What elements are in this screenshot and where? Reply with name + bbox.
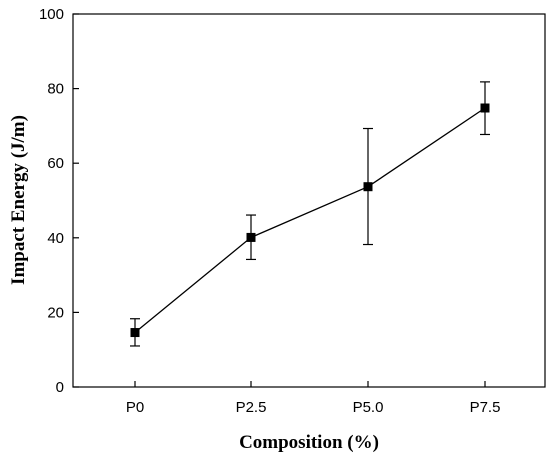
data-point [246,232,256,242]
x-axis-title: Composition (%) [239,432,379,453]
x-axis: P0 P2.5 P5.0 P7.5 [126,381,501,416]
series-line [134,107,486,334]
x-tick-label: P2.5 [236,399,267,416]
x-tick-label: P0 [126,399,144,416]
plot-frame [72,13,546,388]
y-tick-label: 100 [39,6,64,23]
data-point [363,182,373,192]
y-tick-label: 40 [47,230,64,247]
data-point [130,328,140,338]
y-axis-title: Impact Energy (J/m) [8,115,29,285]
data-series [130,81,490,347]
x-tick-label: P7.5 [470,399,501,416]
y-tick-label: 60 [47,155,64,172]
y-tick-label: 80 [47,81,64,98]
x-tick-label: P5.0 [353,399,384,416]
data-point [480,103,490,113]
y-tick-label: 20 [47,304,64,321]
y-tick-label: 0 [56,379,64,396]
y-axis: 0 20 40 60 80 100 [39,6,79,396]
